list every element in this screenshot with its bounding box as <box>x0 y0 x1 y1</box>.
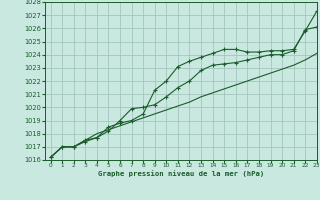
X-axis label: Graphe pression niveau de la mer (hPa): Graphe pression niveau de la mer (hPa) <box>98 171 264 177</box>
